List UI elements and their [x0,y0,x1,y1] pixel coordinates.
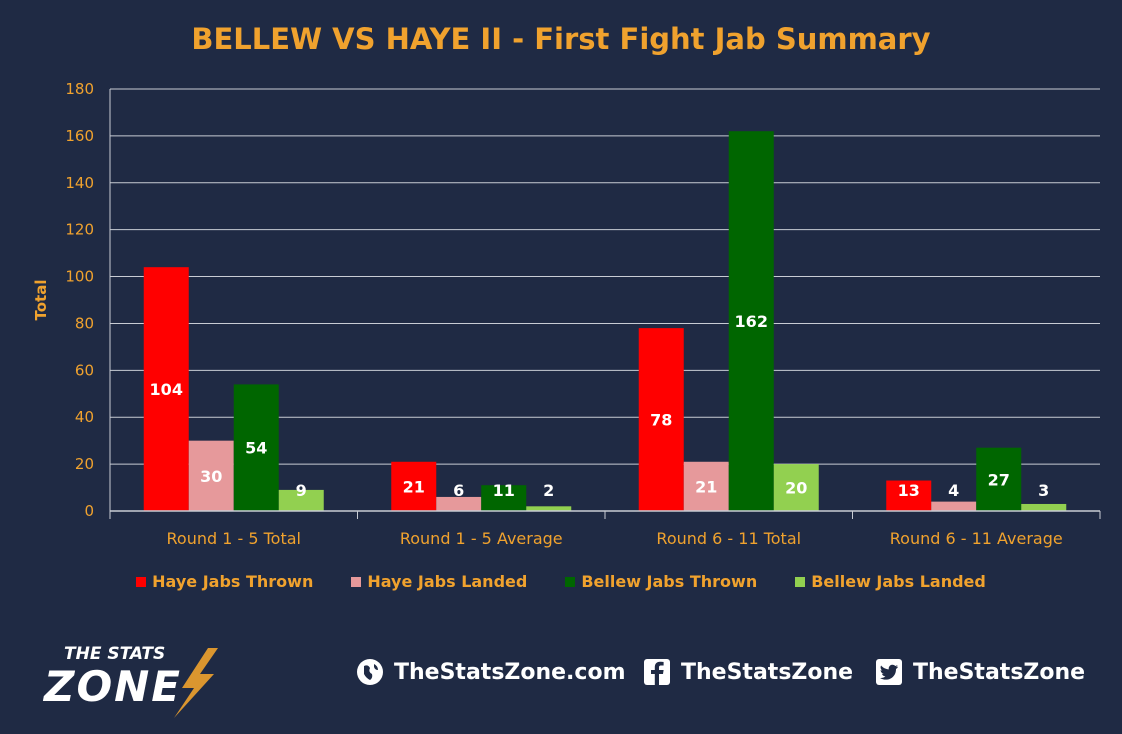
y-tick-label: 40 [75,408,94,426]
legend-item: Haye Jabs Landed [351,572,527,591]
bar [683,461,729,511]
legend-item: Haye Jabs Thrown [136,572,313,591]
logo-text-top: THE STATS [64,644,166,664]
bar [436,496,482,511]
data-label: 13 [898,481,920,500]
facebook-icon [643,658,671,686]
bar [886,480,932,511]
y-tick-label: 20 [75,455,94,473]
y-tick-label: 180 [65,80,94,98]
data-label: 21 [695,477,717,496]
x-tick-label: Round 1 - 5 Average [400,529,563,548]
bar [526,506,572,511]
data-label: 104 [150,380,183,399]
lightning-bolt-icon [174,648,218,718]
legend-swatch [136,576,147,587]
legend-swatch [795,576,806,587]
facebook-text: TheStatsZone [681,659,854,685]
y-tick-label: 160 [65,127,94,145]
y-tick-label: 80 [75,314,94,332]
globe-icon [356,658,384,686]
chart-title: BELLEW VS HAYE II - First Fight Jab Summ… [191,22,931,56]
legend-label: Haye Jabs Landed [367,572,528,591]
data-label: 27 [988,470,1010,489]
legend-label: Haye Jabs Thrown [152,572,314,591]
legend-label: Bellew Jabs Thrown [581,572,758,591]
legend-label: Bellew Jabs Landed [811,572,986,591]
data-label: 162 [735,312,768,331]
bar [976,447,1022,511]
y-tick-label: 140 [65,174,94,192]
data-label: 2 [543,481,554,500]
data-label: 78 [650,411,672,430]
legend-item: Bellew Jabs Thrown [565,572,757,591]
y-tick-label: 120 [65,221,94,239]
data-label: 54 [245,439,267,458]
twitter-link[interactable]: TheStatsZone [875,658,1085,686]
y-tick-label: 60 [75,361,94,379]
twitter-text: TheStatsZone [913,659,1086,685]
twitter-icon [875,658,903,686]
bar [481,485,527,511]
bar [728,131,774,511]
data-label: 21 [403,477,425,496]
x-tick-label: Round 1 - 5 Total [167,529,301,548]
data-label: 3 [1038,481,1049,500]
chart-legend: Haye Jabs Thrown Haye Jabs Landed Bellew… [0,572,1122,591]
bar [278,489,324,511]
y-tick-label: 0 [84,502,94,520]
bar [391,461,437,511]
bar [638,328,684,511]
bar [233,384,279,511]
facebook-link[interactable]: TheStatsZone [643,658,853,686]
bar [773,464,819,511]
bar [188,440,234,511]
bar-chart: 0 20 40 60 80 100 120 140 160 180 Total 104 30 54 9 Rou… [32,80,1101,548]
legend-swatch [565,576,576,587]
bar [1021,503,1067,511]
data-label: 6 [453,481,464,500]
stats-zone-logo: THE STATS ZONE [44,644,244,718]
data-label: 30 [200,467,222,486]
legend-swatch [351,576,362,587]
y-axis-label: Total [32,280,50,321]
bar [143,267,189,511]
data-label: 20 [785,479,807,498]
website-text: TheStatsZone.com [394,659,626,685]
x-tick-label: Round 6 - 11 Average [890,529,1063,548]
y-tick-label: 100 [65,268,94,286]
data-label: 11 [493,481,515,500]
legend-item: Bellew Jabs Landed [795,572,986,591]
logo-text-bottom: ZONE [44,662,182,711]
bar [931,501,977,511]
footer: THE STATS ZONE TheStatsZone.com TheStats… [0,636,1122,718]
x-tick-label: Round 6 - 11 Total [656,529,801,548]
data-label: 9 [296,481,307,500]
data-label: 4 [948,481,959,500]
website-link[interactable]: TheStatsZone.com [356,658,626,686]
